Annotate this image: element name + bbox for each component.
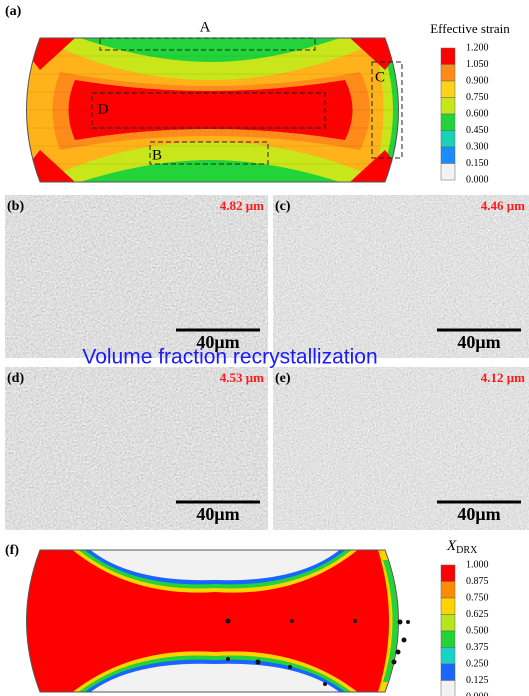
region-label: D xyxy=(98,101,109,117)
legend-label: 0.150 xyxy=(466,158,489,169)
legend-swatch xyxy=(440,97,456,115)
region-boxes xyxy=(91,37,403,165)
legend-swatch xyxy=(440,647,456,665)
scale-label: 40μm xyxy=(196,504,239,524)
grain-size: 4.12 μm xyxy=(481,370,525,385)
legend-label: 0.300 xyxy=(466,141,489,152)
panel-label: (a) xyxy=(5,4,22,19)
legend-label: 1.200 xyxy=(466,42,489,53)
legend-label: 1.050 xyxy=(466,59,489,70)
legend-label: 0.500 xyxy=(466,625,489,636)
legend-title-main: Effective strain xyxy=(430,21,510,36)
legend-title: Effective strain xyxy=(430,21,510,36)
panel-label: (c) xyxy=(275,199,291,214)
strain-map xyxy=(26,38,399,182)
panel-label: (f) xyxy=(5,543,19,558)
scale-label: 40μm xyxy=(457,332,500,352)
legend-label: 0.125 xyxy=(466,675,489,686)
region-label: C xyxy=(375,69,385,85)
drx-map xyxy=(26,550,399,692)
legend-label: 0.600 xyxy=(466,108,489,119)
legend-swatch xyxy=(440,146,456,164)
panel-label: (d) xyxy=(7,371,24,386)
legend-label: 0.250 xyxy=(466,658,489,669)
legend-title-sub: DRX xyxy=(456,545,478,556)
legend-label: 0.750 xyxy=(466,92,489,103)
outline xyxy=(26,549,399,693)
legend-swatch xyxy=(440,581,456,599)
legend-label: 0.750 xyxy=(466,592,489,603)
legend-swatch xyxy=(440,113,456,131)
legend-swatch xyxy=(440,630,456,648)
sem-panels: (b) 4.82 μm 40μm (c) 4.46 μm 40μm (d) 4.53 μm 40… xyxy=(5,195,529,530)
sample-points xyxy=(225,618,410,686)
legend-label: 1.000 xyxy=(466,559,489,570)
panel-a: (a) A B C D Effective strain 1.200 1.050 0.900 0.… xyxy=(5,4,510,185)
outline xyxy=(26,37,399,183)
legend-title: XDRX xyxy=(446,538,478,556)
grain-size: 4.46 μm xyxy=(481,198,525,213)
legend-label: 0.375 xyxy=(466,642,489,653)
legend-label: 0.625 xyxy=(466,609,489,620)
legend-label: 0.000 xyxy=(466,691,489,696)
legend-swatch xyxy=(440,680,456,696)
grain-size: 4.53 μm xyxy=(220,370,264,385)
legend-swatch xyxy=(440,47,456,65)
legend-swatch xyxy=(440,80,456,98)
legend-label: 0.000 xyxy=(466,174,489,185)
scale-label: 40μm xyxy=(457,504,500,524)
scale-label: 40μm xyxy=(196,332,239,352)
legend-title-main: X xyxy=(446,538,457,554)
legend-label: 0.875 xyxy=(466,576,489,587)
grain-size: 4.82 μm xyxy=(220,198,264,213)
legend-label: 0.450 xyxy=(466,125,489,136)
legend-label: 0.900 xyxy=(466,75,489,86)
legend-swatch xyxy=(440,64,456,82)
region-label: A xyxy=(200,19,211,35)
panel-label: (b) xyxy=(7,199,24,214)
legend-swatch xyxy=(440,130,456,148)
legend-swatch xyxy=(440,663,456,681)
legend-swatch xyxy=(440,614,456,632)
panel-f: (f) XDRX 1.000 0.875 0.750 0.625 0.500 0.375 0.2… xyxy=(5,538,489,696)
region-label: B xyxy=(152,147,162,163)
overlay-text: Volume fraction recrystallization xyxy=(82,346,377,369)
legend-swatch xyxy=(440,597,456,615)
legend-swatch xyxy=(440,163,456,181)
panel-label: (e) xyxy=(275,371,291,386)
legend-swatch xyxy=(440,564,456,582)
